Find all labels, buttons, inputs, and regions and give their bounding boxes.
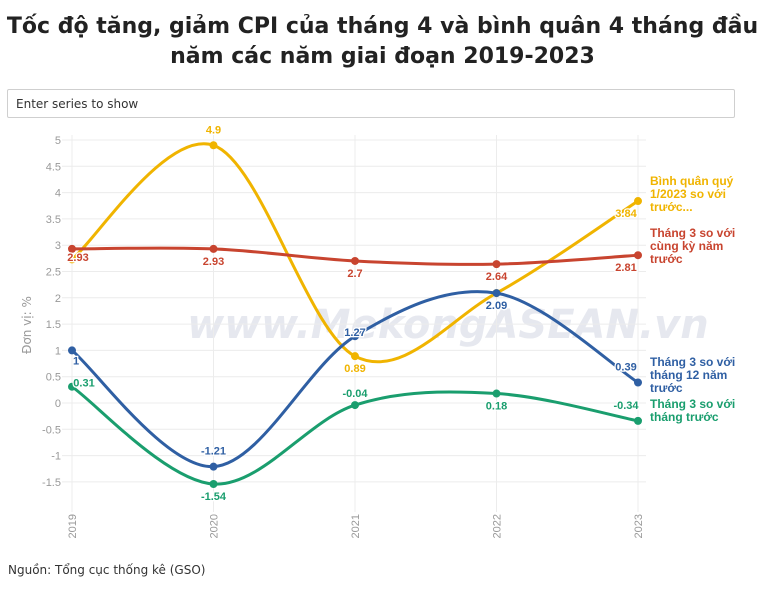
y-tick-label: 3 xyxy=(55,240,61,252)
series-1-data-label-3: 2.64 xyxy=(486,271,508,283)
series-3-data-label-1: -1.54 xyxy=(201,491,227,503)
series-1-point-4[interactable] xyxy=(634,251,642,260)
x-tick-label: 2023 xyxy=(633,514,645,538)
y-tick-label: 2.5 xyxy=(46,267,61,279)
series-1-point-1[interactable] xyxy=(209,244,218,253)
series-1-point-2[interactable] xyxy=(351,256,359,265)
chart-title-line-1: Tốc độ tăng, giảm CPI của tháng 4 và bìn… xyxy=(6,14,759,39)
series-2-data-label-0: 1 xyxy=(73,355,79,367)
x-axis: 2019 2020 2021 2022 2023 xyxy=(67,514,645,538)
series-1-point-3[interactable] xyxy=(492,260,501,269)
x-tick-label: 2022 xyxy=(492,514,504,538)
series-3-point-2[interactable] xyxy=(351,401,359,410)
y-tick-label: 1 xyxy=(55,345,61,357)
chart-title: Tốc độ tăng, giảm CPI của tháng 4 và bìn… xyxy=(0,12,765,72)
y-axis-label: Đơn vị: % xyxy=(20,296,34,354)
series-3-data-label-3: 0.18 xyxy=(486,401,507,413)
y-tick-label: 3.5 xyxy=(46,214,61,226)
x-tick-label: 2020 xyxy=(209,514,221,538)
y-tick-label: -0.5 xyxy=(42,424,61,436)
series-3-data-label-0: 0.31 xyxy=(73,378,94,390)
legend-label-3[interactable]: Tháng 3 so với xyxy=(650,397,735,411)
y-tick-label: 4 xyxy=(55,188,61,200)
legend-label-0[interactable]: Bình quân quý xyxy=(650,174,734,188)
series-2-point-4[interactable] xyxy=(634,378,642,387)
series-2-point-0[interactable] xyxy=(68,346,76,355)
series-3-point-4[interactable] xyxy=(634,416,642,425)
series-0-point-1[interactable] xyxy=(209,141,218,150)
series-3-point-0[interactable] xyxy=(68,382,76,391)
y-tick-label: 0 xyxy=(55,398,61,410)
series-3-data-label-2: -0.04 xyxy=(342,388,368,400)
legend-label-1[interactable]: cùng kỳ năm xyxy=(650,239,723,253)
series-2-point-1[interactable] xyxy=(209,462,218,471)
y-tick-label: -1 xyxy=(51,451,61,463)
legend-label-3[interactable]: tháng trước xyxy=(650,410,719,424)
series-lines: 4.9 0.89 2.09 3.84 2.93 2.93 2.7 2.64 2.81 1 -1.21… xyxy=(66,123,642,504)
series-1-data-label-1: 2.93 xyxy=(203,256,224,268)
series-line-3 xyxy=(70,385,640,486)
series-3-point-1[interactable] xyxy=(209,480,218,489)
series-line-2 xyxy=(70,290,640,469)
series-0-data-label-1: 4.9 xyxy=(206,124,221,136)
series-search-input[interactable] xyxy=(7,89,735,118)
series-2-data-label-3: 2.09 xyxy=(486,300,507,312)
series-2-data-label-1: -1.21 xyxy=(201,446,226,458)
series-0-data-label-2: 0.89 xyxy=(344,363,365,375)
legend-label-1[interactable]: Tháng 3 so với xyxy=(650,226,735,240)
series-1-data-label-0: 2.93 xyxy=(67,252,88,264)
series-0-data-label-3: 2.09 xyxy=(486,300,507,312)
y-tick-label: 1.5 xyxy=(46,319,61,331)
legend-label-1[interactable]: trước xyxy=(650,252,683,266)
series-2-point-3[interactable] xyxy=(492,289,501,298)
series-3-data-label-4: -0.34 xyxy=(613,400,639,412)
series-0-data-label-4: 3.84 xyxy=(615,208,637,220)
series-line-0 xyxy=(70,142,640,364)
watermark: www.MekongASEAN.vn xyxy=(187,302,708,348)
series-0-point-0[interactable] xyxy=(68,255,76,264)
y-tick-label: 5 xyxy=(55,135,61,147)
legend-label-2[interactable]: Tháng 3 so với xyxy=(650,355,735,369)
series-3-point-3[interactable] xyxy=(492,389,501,398)
legend-label-0[interactable]: 1/2023 so với xyxy=(650,187,726,201)
x-tick-label: 2019 xyxy=(67,514,79,538)
series-0-point-2[interactable] xyxy=(351,352,359,361)
source-note: Nguồn: Tổng cục thống kê (GSO) xyxy=(8,563,206,577)
legend-label-2[interactable]: tháng 12 năm xyxy=(650,368,727,382)
y-tick-label: 4.5 xyxy=(46,161,61,173)
series-1-data-label-2: 2.7 xyxy=(347,268,362,280)
series-0-point-4[interactable] xyxy=(634,197,642,206)
legend-label-0[interactable]: trước... xyxy=(650,200,693,214)
legend-label-2[interactable]: trước xyxy=(650,381,683,395)
y-tick-label: 0.5 xyxy=(46,372,61,384)
series-1-data-label-4: 2.81 xyxy=(615,262,636,274)
y-tick-label: -1.5 xyxy=(42,477,61,489)
x-tick-label: 2021 xyxy=(350,514,362,538)
series-1-point-0[interactable] xyxy=(68,244,76,253)
series-2-data-label-4: 0.39 xyxy=(615,361,636,373)
y-tick-label: 2 xyxy=(55,293,61,305)
chart-title-line-2: năm các năm giai đoạn 2019-2023 xyxy=(170,44,595,69)
grid-lines xyxy=(62,135,646,512)
series-2-point-2[interactable] xyxy=(351,332,359,341)
series-2-data-label-2: 1.27 xyxy=(344,327,365,339)
y-axis: 5 4.5 4 3.5 3 2.5 2 1.5 1 0.5 0 -0.5 -1 -1.5 xyxy=(42,135,61,489)
